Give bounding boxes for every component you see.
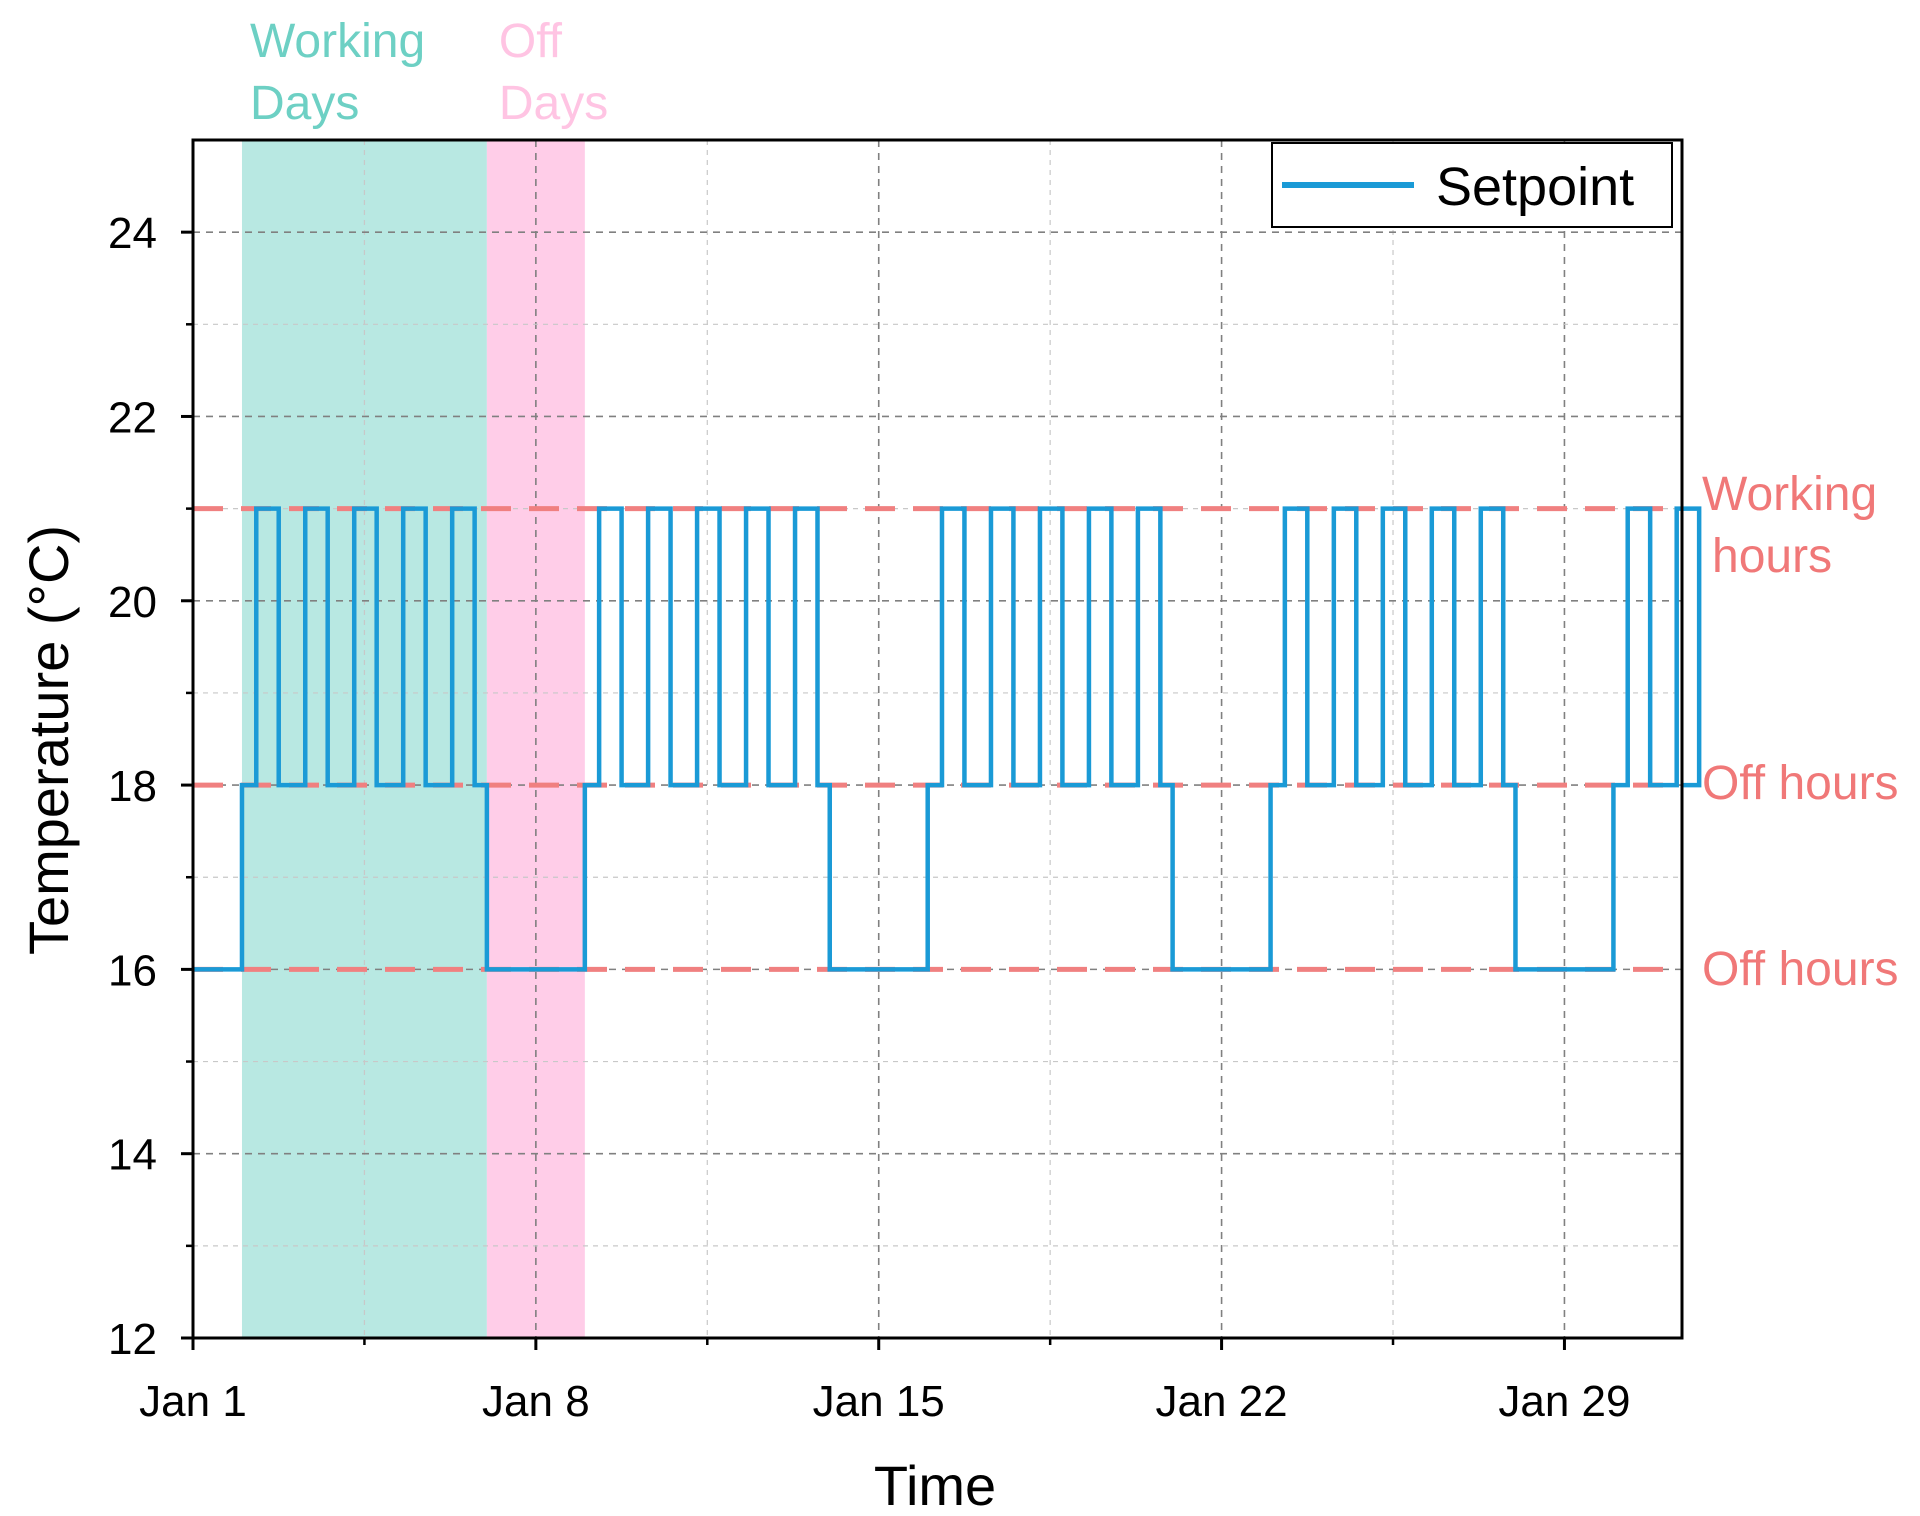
x-tick-label: Jan 29 [1498, 1377, 1630, 1426]
labels-layer: Working Days Off Days Working hours Off hours O… [250, 15, 1899, 996]
x-tick-label: Jan 1 [139, 1377, 247, 1426]
x-tick-label: Jan 15 [813, 1377, 945, 1426]
series-line-setpoint [193, 506, 1702, 972]
series-layer [193, 506, 1702, 972]
reference-label-18: Off hours [1702, 757, 1899, 810]
x-axis-title: Time [874, 1454, 996, 1516]
band-label-working-days: Working Days [250, 15, 425, 130]
x-tick-label: Jan 22 [1156, 1377, 1288, 1426]
y-axis-title: Temperature (°C) [17, 525, 80, 955]
y-tick-label: 18 [108, 762, 157, 811]
reference-label-16: Off hours [1702, 943, 1899, 996]
y-tick-label: 20 [108, 578, 157, 627]
y-tick-label: 12 [108, 1315, 157, 1364]
axes-layer: 12 14 16 18 20 22 24 Jan 1 Jan 8 Jan 15 Jan 22 Jan … [108, 138, 1684, 1426]
y-tick-label: 24 [108, 209, 157, 258]
y-tick-label: 22 [108, 393, 157, 442]
plot-frame [191, 138, 1684, 1340]
legend: Setpoint [1271, 142, 1673, 228]
y-tick-label: 16 [108, 946, 157, 995]
bands-layer [241, 140, 585, 1338]
reference-label-21: Working hours [1702, 468, 1877, 583]
legend-label-setpoint: Setpoint [1436, 157, 1634, 217]
band-working-days [241, 140, 487, 1338]
x-tick-label: Jan 8 [482, 1377, 590, 1426]
y-tick-label: 14 [108, 1131, 157, 1180]
band-label-off-days: Off Days [499, 15, 608, 130]
